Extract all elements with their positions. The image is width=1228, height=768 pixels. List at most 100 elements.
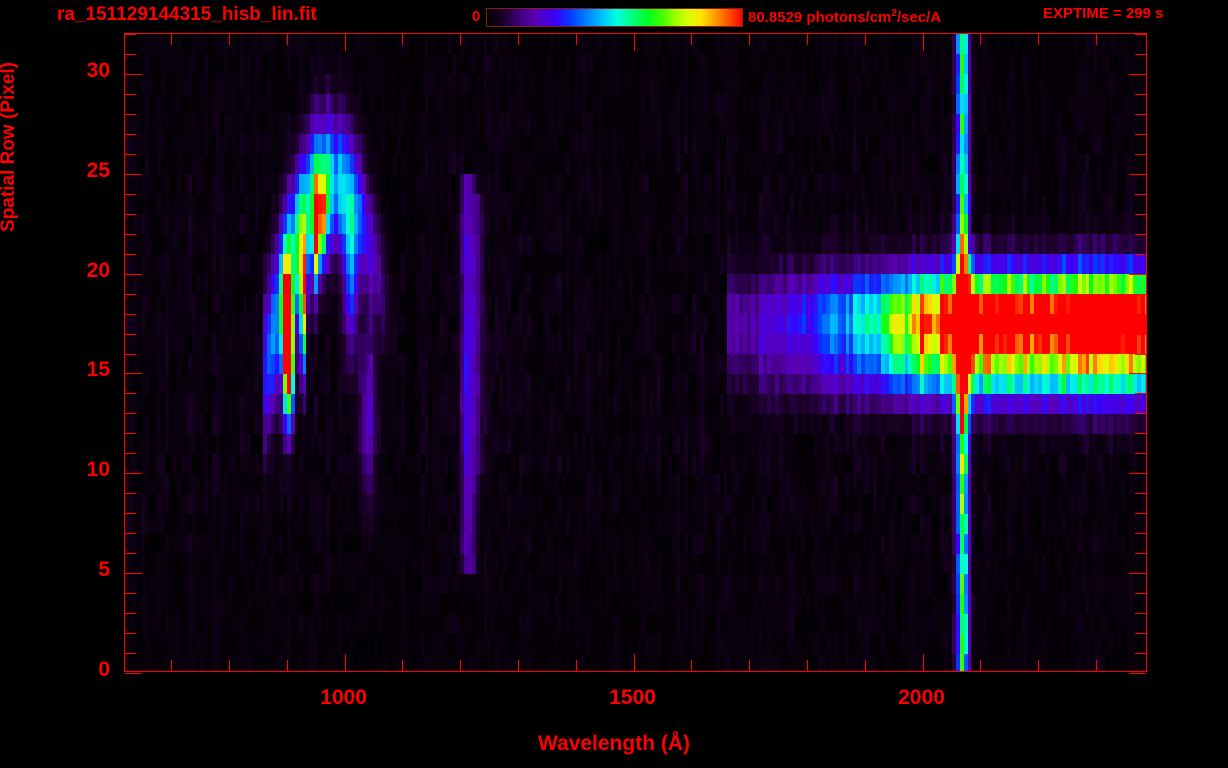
y-minor-tick [125,393,136,395]
y-major-tick [125,673,142,674]
y-tick-label: 30 [86,58,110,82]
x-minor-tick-top [980,34,982,45]
x-major-tick [922,654,924,671]
y-minor-tick-right [1135,213,1146,215]
y-minor-tick [125,593,136,595]
y-tick-label: 15 [86,358,110,382]
y-minor-tick [125,453,136,455]
y-tick-label: 0 [98,658,110,681]
y-minor-tick [125,613,136,615]
y-minor-tick-right [1135,193,1146,195]
x-minor-tick [864,660,866,671]
colorbar-units-exponent: 2 [891,8,897,19]
y-minor-tick [125,533,136,535]
y-major-tick [125,273,142,275]
y-minor-tick-right [1135,133,1146,135]
x-minor-tick [171,660,173,671]
page-title: ra_151129144315_hisb_lin.fit [57,4,317,25]
y-tick-label: 5 [98,558,110,582]
x-minor-tick [691,660,693,671]
y-minor-tick [125,193,136,195]
x-major-tick [344,654,346,671]
colorbar-max-label: 80.8529 photons/cm2/sec/A [748,8,941,26]
x-minor-tick-top [807,34,808,45]
colorbar-units-post: /sec/A [896,9,942,26]
x-minor-tick [1095,660,1097,671]
y-minor-tick [125,493,136,495]
y-minor-tick [125,293,136,295]
x-minor-tick [980,660,982,671]
y-minor-tick-right [1135,153,1146,155]
y-major-tick-right [1129,73,1146,75]
y-minor-tick-right [1135,653,1146,655]
y-minor-tick-right [1135,53,1146,55]
y-minor-tick-right [1135,613,1146,615]
colorbar-max-value: 80.8529 [748,9,803,26]
y-minor-tick [125,153,136,155]
y-minor-tick-right [1135,353,1146,355]
x-minor-tick [518,660,520,671]
x-minor-tick-top [518,34,520,45]
x-minor-tick-top [402,34,404,45]
colorbar-gradient [486,8,743,27]
y-minor-tick-right [1135,633,1146,635]
y-minor-tick [125,53,136,55]
y-minor-tick [125,253,136,255]
x-minor-tick [749,660,751,671]
y-minor-tick-right [1135,333,1146,335]
y-minor-tick [125,233,136,235]
x-minor-tick-top [286,34,288,45]
x-major-tick-top [633,34,635,51]
x-minor-tick-top [749,34,751,45]
y-minor-tick-right [1135,433,1146,435]
y-minor-tick-right [1135,533,1146,535]
x-minor-tick [1038,660,1040,671]
y-minor-tick-right [1135,453,1146,455]
y-minor-tick [125,113,136,115]
y-minor-tick-right [1135,553,1146,555]
y-minor-tick-right [1135,113,1146,115]
colorbar-units-pre: photons/cm [802,9,892,26]
spectral-image [125,34,1146,671]
y-major-tick-right [1129,473,1146,475]
y-minor-tick [125,133,136,135]
y-major-tick [125,73,142,75]
x-minor-tick [575,660,577,671]
y-major-tick-right [1129,573,1146,575]
y-minor-tick [125,413,136,415]
x-major-tick [633,654,635,671]
y-minor-tick-right [1135,34,1146,35]
y-major-tick-right [1129,273,1146,275]
y-minor-tick [125,433,136,435]
y-tick-label: 10 [86,458,110,482]
exposure-time-label: EXPTIME = 299 s [1043,5,1164,22]
x-minor-tick [460,660,462,671]
x-minor-tick-top [1038,34,1040,45]
y-minor-tick [125,93,136,95]
y-minor-tick-right [1135,293,1146,295]
y-minor-tick [125,553,136,555]
plot-frame [124,33,1147,674]
y-minor-tick-right [1135,313,1146,315]
y-minor-tick [125,213,136,215]
y-tick-label: 20 [86,258,110,282]
y-major-tick-right [1129,373,1146,375]
spectral-image-canvas [125,34,1146,671]
x-minor-tick-top [229,34,231,45]
y-minor-tick [125,313,136,315]
x-tick-label: 1000 [320,686,367,709]
x-minor-tick-top [691,34,693,45]
y-minor-tick [125,333,136,335]
y-major-tick-right [1129,173,1146,175]
y-minor-tick [125,353,136,355]
x-minor-tick-top [575,34,577,45]
x-minor-tick-top [1095,34,1097,45]
x-tick-label: 2000 [898,686,945,709]
x-minor-tick-top [171,34,173,45]
y-minor-tick-right [1135,393,1146,395]
x-minor-tick [402,660,404,671]
x-major-tick-top [922,34,924,51]
colorbar-min-label: 0 [472,8,481,25]
y-minor-tick-right [1135,253,1146,255]
